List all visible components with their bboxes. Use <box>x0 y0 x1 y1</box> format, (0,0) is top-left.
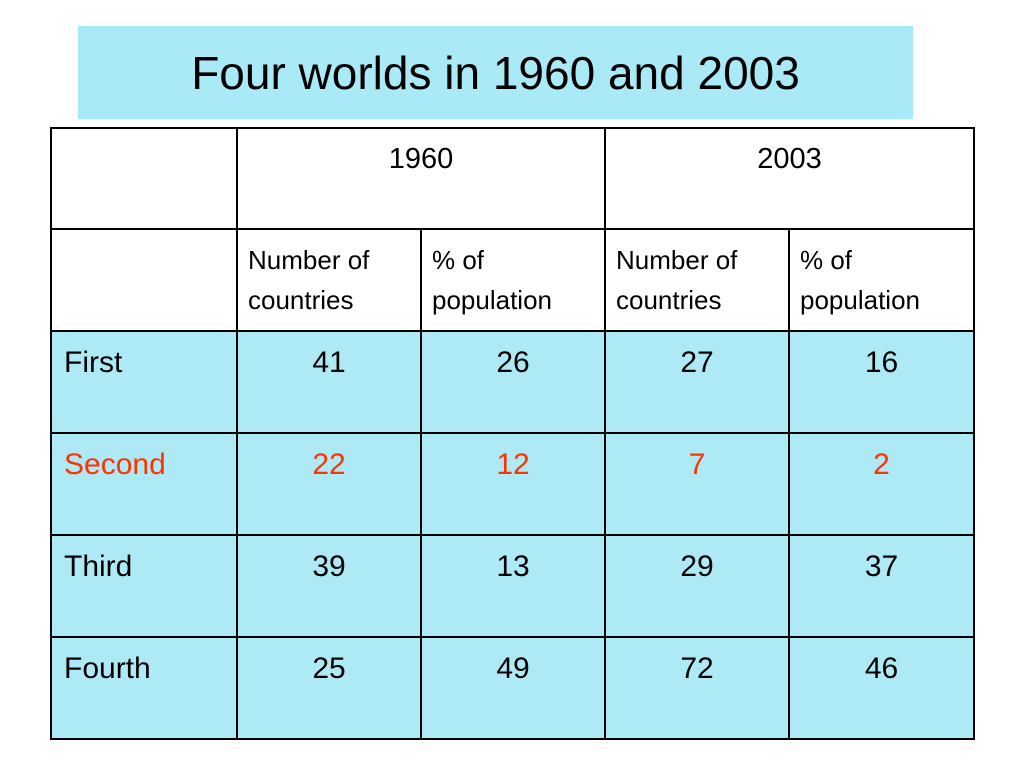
row-label: First <box>50 330 238 434</box>
cell: 16 <box>788 330 975 434</box>
group-header: 1960 <box>236 127 606 230</box>
cell: 22 <box>236 432 422 536</box>
subheader-row: Number of countries % of population Numb… <box>50 228 975 332</box>
title-box: Four worlds in 1960 and 2003 <box>78 26 913 119</box>
cell: 46 <box>788 636 975 740</box>
cell: 39 <box>236 534 422 638</box>
cell: 29 <box>604 534 790 638</box>
row-label: Second <box>50 432 238 536</box>
data-row: First 41 26 27 16 <box>50 330 975 434</box>
cell: 37 <box>788 534 975 638</box>
row-label: Fourth <box>50 636 238 740</box>
cell: 49 <box>420 636 606 740</box>
data-row: Third 39 13 29 37 <box>50 534 975 638</box>
cell: 25 <box>236 636 422 740</box>
cell: 2 <box>788 432 975 536</box>
subheader: % of population <box>788 228 975 332</box>
title: Four worlds in 1960 and 2003 <box>191 46 800 99</box>
cell: 27 <box>604 330 790 434</box>
cell: 72 <box>604 636 790 740</box>
group-row: 1960 2003 <box>50 127 975 230</box>
corner-cell <box>50 127 238 230</box>
data-row: Second 22 12 7 2 <box>50 432 975 536</box>
cell: 26 <box>420 330 606 434</box>
cell: 12 <box>420 432 606 536</box>
subheader: Number of countries <box>236 228 422 332</box>
cell: 7 <box>604 432 790 536</box>
cell: 41 <box>236 330 422 434</box>
row-label: Third <box>50 534 238 638</box>
corner-cell <box>50 228 238 332</box>
table: 1960 2003 Number of countries % of popul… <box>50 127 975 740</box>
subheader: % of population <box>420 228 606 332</box>
data-row: Fourth 25 49 72 46 <box>50 636 975 740</box>
group-header: 2003 <box>604 127 975 230</box>
cell: 13 <box>420 534 606 638</box>
subheader: Number of countries <box>604 228 790 332</box>
